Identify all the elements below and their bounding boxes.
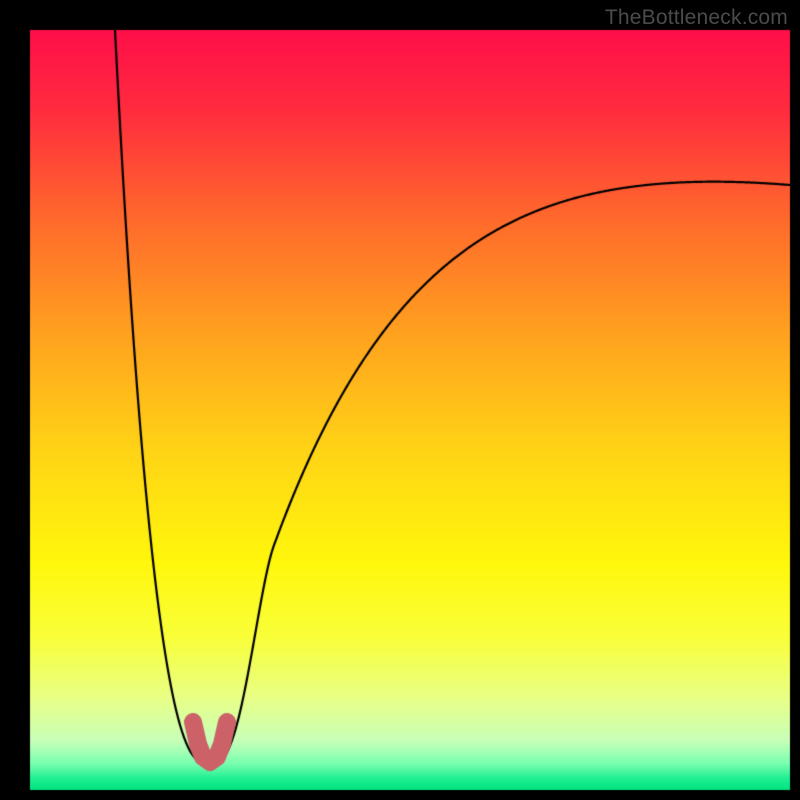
bottleneck-curve-chart [0,0,800,800]
watermark-text: TheBottleneck.com [605,6,788,30]
chart-container: TheBottleneck.com [0,0,800,800]
